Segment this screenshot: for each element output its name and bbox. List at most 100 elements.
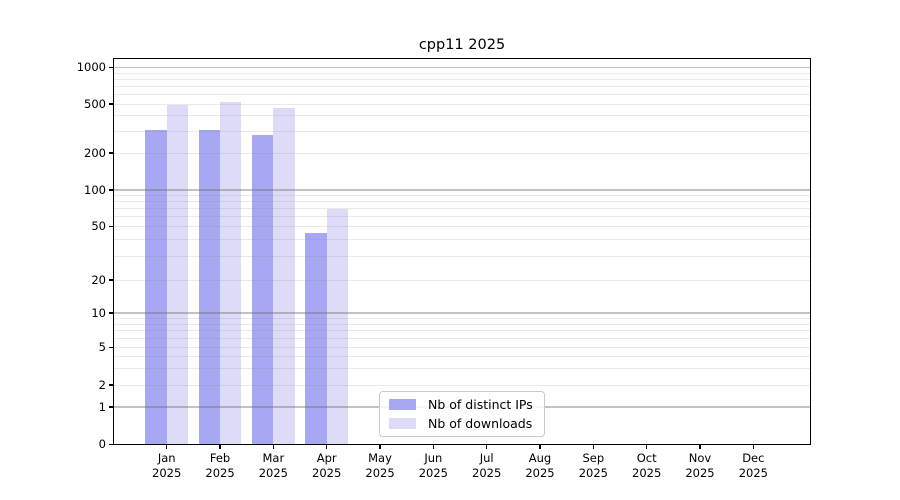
gridline-y-400 — [113, 115, 811, 117]
x-tick-oct — [645, 445, 648, 449]
x-tick-month: Aug — [528, 451, 552, 465]
bar-nb-of-downloads-jan — [166, 105, 188, 444]
bar-nb-of-distinct-ips-apr — [305, 232, 327, 444]
x-tick-may — [379, 445, 381, 449]
gridline-y-6 — [113, 337, 811, 339]
gridline-y-20 — [113, 279, 811, 281]
x-tick-label-mar: Mar 2025 — [246, 451, 300, 481]
gridline-y-60 — [113, 216, 811, 218]
x-tick-apr — [325, 445, 328, 449]
x-tick-label-jan: Jan 2025 — [140, 451, 194, 481]
gridline-y-5 — [113, 347, 811, 348]
gridline-y-30 — [113, 255, 811, 257]
y-tick-500 — [109, 103, 113, 105]
y-tick-label-1000: 1000 — [76, 60, 106, 74]
y-tick-50 — [109, 225, 113, 228]
gridline-y-4 — [113, 356, 811, 358]
x-tick-label-dec: Dec 2025 — [726, 451, 780, 481]
y-tick-0 — [109, 443, 113, 446]
x-tick-label-aug: Aug 2025 — [513, 451, 567, 481]
legend-swatch-distinct-ips — [389, 399, 416, 410]
x-tick-month: Apr — [316, 451, 337, 465]
gridline-y-50 — [113, 226, 811, 227]
y-tick-label-50: 50 — [91, 219, 106, 233]
x-tick-label-sep: Sep 2025 — [566, 451, 620, 481]
x-tick-year: 2025 — [472, 466, 502, 480]
gridline-y-800 — [113, 78, 811, 80]
gridline-y-3 — [113, 367, 811, 369]
legend-label-downloads: Nb of downloads — [428, 416, 533, 431]
x-tick-year: 2025 — [258, 466, 288, 480]
gridline-y-70 — [113, 208, 811, 210]
x-tick-year: 2025 — [578, 466, 608, 480]
y-tick-20 — [109, 279, 113, 281]
y-tick-label-5: 5 — [98, 340, 106, 354]
gridline-y-90 — [113, 195, 811, 197]
gridline-y-600 — [113, 93, 811, 95]
x-tick-year: 2025 — [365, 466, 395, 480]
y-tick-label-2: 2 — [98, 377, 106, 392]
x-tick-month: Nov — [688, 451, 712, 465]
x-tick-label-jun: Jun 2025 — [406, 451, 460, 481]
x-tick-label-apr: Apr 2025 — [300, 451, 354, 481]
chart-title: cpp11 2025 — [418, 37, 506, 53]
y-tick-200 — [109, 152, 113, 154]
x-tick-year: 2025 — [525, 466, 555, 480]
y-tick-1 — [109, 406, 113, 408]
x-tick-year: 2025 — [205, 466, 235, 480]
x-tick-year: 2025 — [685, 466, 715, 480]
plot-area — [113, 58, 811, 445]
x-tick-year: 2025 — [418, 466, 448, 480]
y-tick-label-20: 20 — [91, 272, 106, 287]
gridline-y-900 — [113, 72, 811, 74]
y-tick-label-0: 0 — [98, 437, 106, 451]
y-tick-label-500: 500 — [84, 96, 106, 111]
bar-nb-of-downloads-mar — [273, 107, 295, 444]
x-tick-label-feb: Feb 2025 — [193, 451, 247, 481]
bar-nb-of-downloads-apr — [326, 208, 348, 444]
gridline-y-40 — [113, 239, 811, 241]
x-tick-nov — [699, 445, 701, 449]
legend-label-distinct-ips: Nb of distinct IPs — [428, 397, 533, 412]
gridline-y-9 — [113, 317, 811, 319]
x-tick-month: Feb — [209, 451, 231, 465]
gridline-y-700 — [113, 85, 811, 87]
gridline-y-100 — [113, 189, 811, 191]
gridline-y-80 — [113, 201, 811, 203]
x-tick-label-nov: Nov 2025 — [673, 451, 727, 481]
x-tick-feb — [219, 445, 221, 449]
x-tick-year: 2025 — [632, 466, 662, 480]
x-tick-aug — [539, 445, 541, 449]
gridline-y-2 — [113, 384, 811, 386]
x-tick-label-may: May 2025 — [353, 451, 407, 481]
legend-item-downloads: Nb of downloads — [389, 415, 535, 432]
x-tick-label-oct: Oct 2025 — [620, 451, 674, 481]
x-tick-month: Oct — [636, 451, 657, 465]
x-tick-month: Jul — [479, 451, 494, 465]
gridline-y-1000 — [113, 66, 811, 69]
x-tick-label-jul: Jul 2025 — [460, 451, 514, 481]
y-tick-10 — [109, 312, 113, 314]
x-tick-sep — [592, 445, 595, 449]
y-tick-label-100: 100 — [84, 182, 106, 197]
bar-nb-of-distinct-ips-jan — [145, 130, 167, 444]
x-tick-month: Dec — [742, 451, 765, 465]
x-tick-year: 2025 — [738, 466, 768, 480]
x-tick-year: 2025 — [152, 466, 182, 480]
x-tick-month: Sep — [582, 451, 605, 465]
x-tick-month: Jan — [157, 451, 176, 465]
bar-nb-of-distinct-ips-feb — [198, 129, 221, 444]
legend: Nb of distinct IPs Nb of downloads — [379, 391, 545, 437]
y-tick-5 — [109, 346, 113, 349]
x-tick-jul — [485, 445, 488, 449]
y-tick-1000 — [109, 66, 113, 69]
gridline-y-300 — [113, 130, 811, 132]
y-tick-2 — [109, 384, 113, 386]
y-tick-label-1: 1 — [98, 399, 106, 414]
x-tick-mar — [272, 445, 275, 449]
x-tick-jan — [166, 445, 168, 449]
x-tick-dec — [752, 445, 755, 449]
gridline-y-500 — [113, 103, 811, 105]
bar-nb-of-downloads-feb — [220, 101, 242, 444]
